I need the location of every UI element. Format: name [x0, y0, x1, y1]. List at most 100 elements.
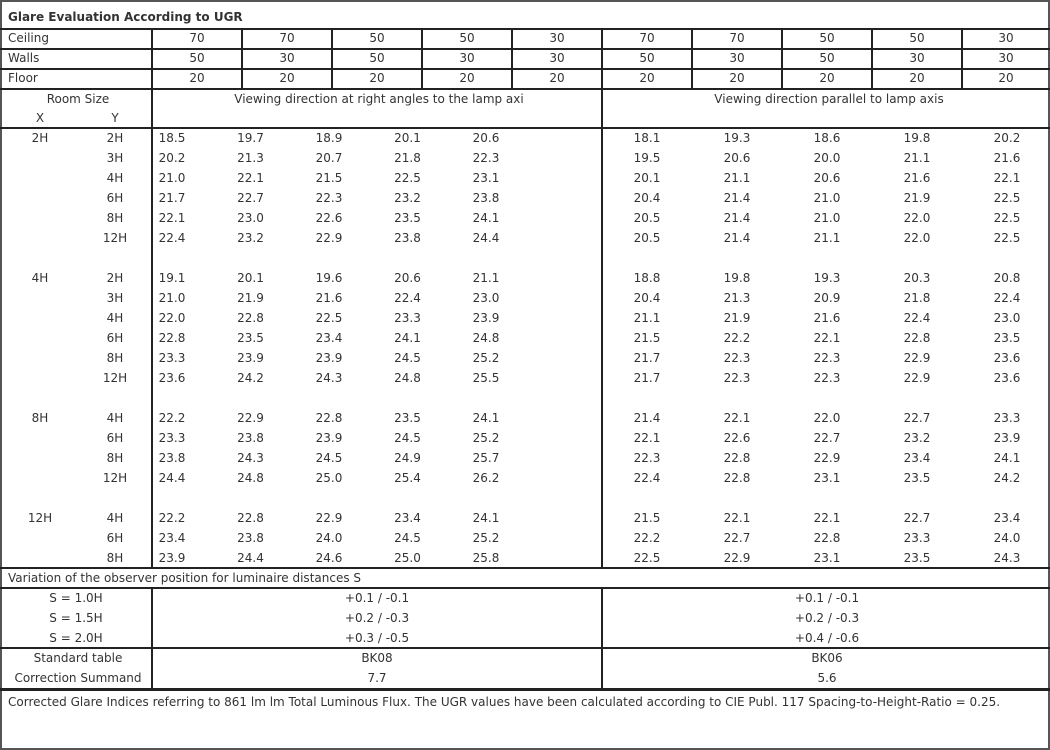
room-size-header: Room Size — [46, 92, 110, 106]
grid-line — [0, 567, 1050, 569]
ugr-value-parallel: 22.1 — [993, 171, 1021, 185]
ugr-value-parallel: 22.3 — [813, 371, 841, 385]
ugr-value-parallel: 24.1 — [993, 451, 1021, 465]
ugr-value-parallel: 23.9 — [993, 431, 1021, 445]
ugr-value-perpendicular: 22.8 — [237, 511, 264, 525]
ugr-value-parallel: 19.8 — [723, 271, 751, 285]
room-y-value: 12H — [102, 231, 128, 245]
reflectance-value: 20 — [729, 71, 745, 85]
reflectance-value: 20 — [189, 71, 205, 85]
ugr-value-parallel: 22.3 — [723, 351, 751, 365]
grid-line — [601, 88, 603, 568]
grid-line — [601, 28, 603, 88]
ugr-value-parallel: 22.0 — [903, 211, 931, 225]
ugr-value-parallel: 22.9 — [903, 371, 931, 385]
ugr-value-parallel: 22.3 — [813, 351, 841, 365]
ugr-value-perpendicular: 20.7 — [315, 151, 343, 165]
variation-parallel: +0.1 / -0.1 — [794, 591, 860, 605]
grid-line — [691, 28, 693, 88]
ugr-value-parallel: 22.6 — [723, 431, 751, 445]
grid-line — [241, 28, 243, 88]
room-y-value: 12H — [102, 471, 128, 485]
ugr-value-parallel: 21.9 — [723, 311, 751, 325]
reflectance-value: 50 — [459, 31, 475, 45]
ugr-value-perpendicular: 20.1 — [394, 131, 421, 145]
ugr-value-parallel: 22.7 — [903, 511, 931, 525]
ugr-value-perpendicular: 25.2 — [472, 531, 500, 545]
ugr-value-parallel: 21.0 — [813, 191, 841, 205]
ugr-value-perpendicular: 24.1 — [394, 331, 421, 345]
ugr-value-parallel: 23.6 — [993, 351, 1021, 365]
ugr-value-perpendicular: 25.4 — [394, 471, 421, 485]
variation-perpendicular: +0.2 / -0.3 — [344, 611, 410, 625]
ugr-value-parallel: 21.1 — [813, 231, 841, 245]
ugr-value-parallel: 21.5 — [633, 511, 661, 525]
ugr-value-parallel: 20.4 — [633, 191, 661, 205]
grid-line — [0, 688, 1050, 691]
ugr-value-parallel: 22.4 — [633, 471, 661, 485]
ugr-value-parallel: 23.4 — [993, 511, 1021, 525]
ugr-value-perpendicular: 23.2 — [237, 231, 264, 245]
ugr-value-parallel: 23.5 — [993, 331, 1021, 345]
ugr-value-perpendicular: 20.2 — [158, 151, 186, 165]
standard-table-parallel: BK06 — [811, 651, 843, 665]
ugr-value-parallel: 22.8 — [723, 471, 751, 485]
ugr-value-parallel: 22.3 — [723, 371, 751, 385]
ugr-value-perpendicular: 24.5 — [394, 531, 421, 545]
ugr-value-perpendicular: 24.8 — [237, 471, 264, 485]
ugr-value-perpendicular: 23.9 — [237, 351, 264, 365]
ugr-value-parallel: 23.4 — [903, 451, 931, 465]
ugr-value-perpendicular: 24.6 — [315, 551, 343, 565]
reflectance-value: 70 — [639, 31, 655, 45]
ugr-value-parallel: 21.1 — [633, 311, 661, 325]
ugr-value-perpendicular: 18.9 — [315, 131, 343, 145]
ugr-value-parallel: 21.1 — [723, 171, 751, 185]
ugr-value-parallel: 20.3 — [903, 271, 931, 285]
room-x-header: X — [35, 111, 45, 125]
grid-line — [0, 647, 1050, 649]
ugr-value-parallel: 22.9 — [813, 451, 841, 465]
ugr-value-perpendicular: 24.5 — [394, 431, 421, 445]
ugr-value-parallel: 19.3 — [813, 271, 841, 285]
ugr-value-perpendicular: 22.2 — [158, 511, 186, 525]
ugr-value-perpendicular: 21.6 — [315, 291, 343, 305]
ugr-value-perpendicular: 24.1 — [472, 411, 500, 425]
ugr-value-perpendicular: 20.6 — [472, 131, 500, 145]
ugr-value-parallel: 21.4 — [723, 191, 751, 205]
ugr-value-parallel: 22.4 — [903, 311, 931, 325]
ugr-value-perpendicular: 22.5 — [315, 311, 343, 325]
room-y-value: 6H — [106, 531, 124, 545]
ugr-value-parallel: 21.4 — [723, 231, 751, 245]
ugr-value-parallel: 21.3 — [723, 291, 751, 305]
correction-summand-perpendicular: 7.7 — [367, 671, 387, 685]
grid-line — [331, 28, 333, 88]
ugr-value-perpendicular: 23.0 — [237, 211, 264, 225]
ugr-value-perpendicular: 23.8 — [158, 451, 186, 465]
correction-summand-label: Correction Summand — [14, 671, 142, 685]
ugr-value-perpendicular: 25.2 — [472, 431, 500, 445]
reflectance-value: 50 — [369, 51, 385, 65]
reflectance-value: 20 — [909, 71, 925, 85]
ugr-value-perpendicular: 23.4 — [158, 531, 186, 545]
reflectance-value: 50 — [819, 51, 835, 65]
ugr-value-parallel: 22.9 — [723, 551, 751, 565]
ugr-value-perpendicular: 19.7 — [237, 131, 264, 145]
ugr-value-perpendicular: 23.4 — [394, 511, 421, 525]
ugr-value-parallel: 22.1 — [723, 511, 751, 525]
ugr-value-perpendicular: 22.2 — [158, 411, 186, 425]
ugr-value-perpendicular: 24.1 — [472, 511, 500, 525]
ugr-value-perpendicular: 21.7 — [158, 191, 186, 205]
grid-line — [0, 48, 1050, 50]
ugr-value-parallel: 22.2 — [633, 531, 661, 545]
standard-table-perpendicular: BK08 — [361, 651, 393, 665]
ugr-value-parallel: 22.5 — [633, 551, 661, 565]
ugr-value-perpendicular: 20.6 — [394, 271, 421, 285]
reflectance-value: 30 — [729, 51, 745, 65]
ugr-value-parallel: 24.0 — [993, 531, 1021, 545]
ugr-value-parallel: 23.1 — [813, 471, 841, 485]
grid-line — [0, 127, 1050, 129]
ugr-value-parallel: 21.8 — [903, 291, 931, 305]
ugr-value-parallel: 22.0 — [903, 231, 931, 245]
ugr-value-perpendicular: 22.7 — [237, 191, 264, 205]
grid-line — [961, 28, 963, 88]
